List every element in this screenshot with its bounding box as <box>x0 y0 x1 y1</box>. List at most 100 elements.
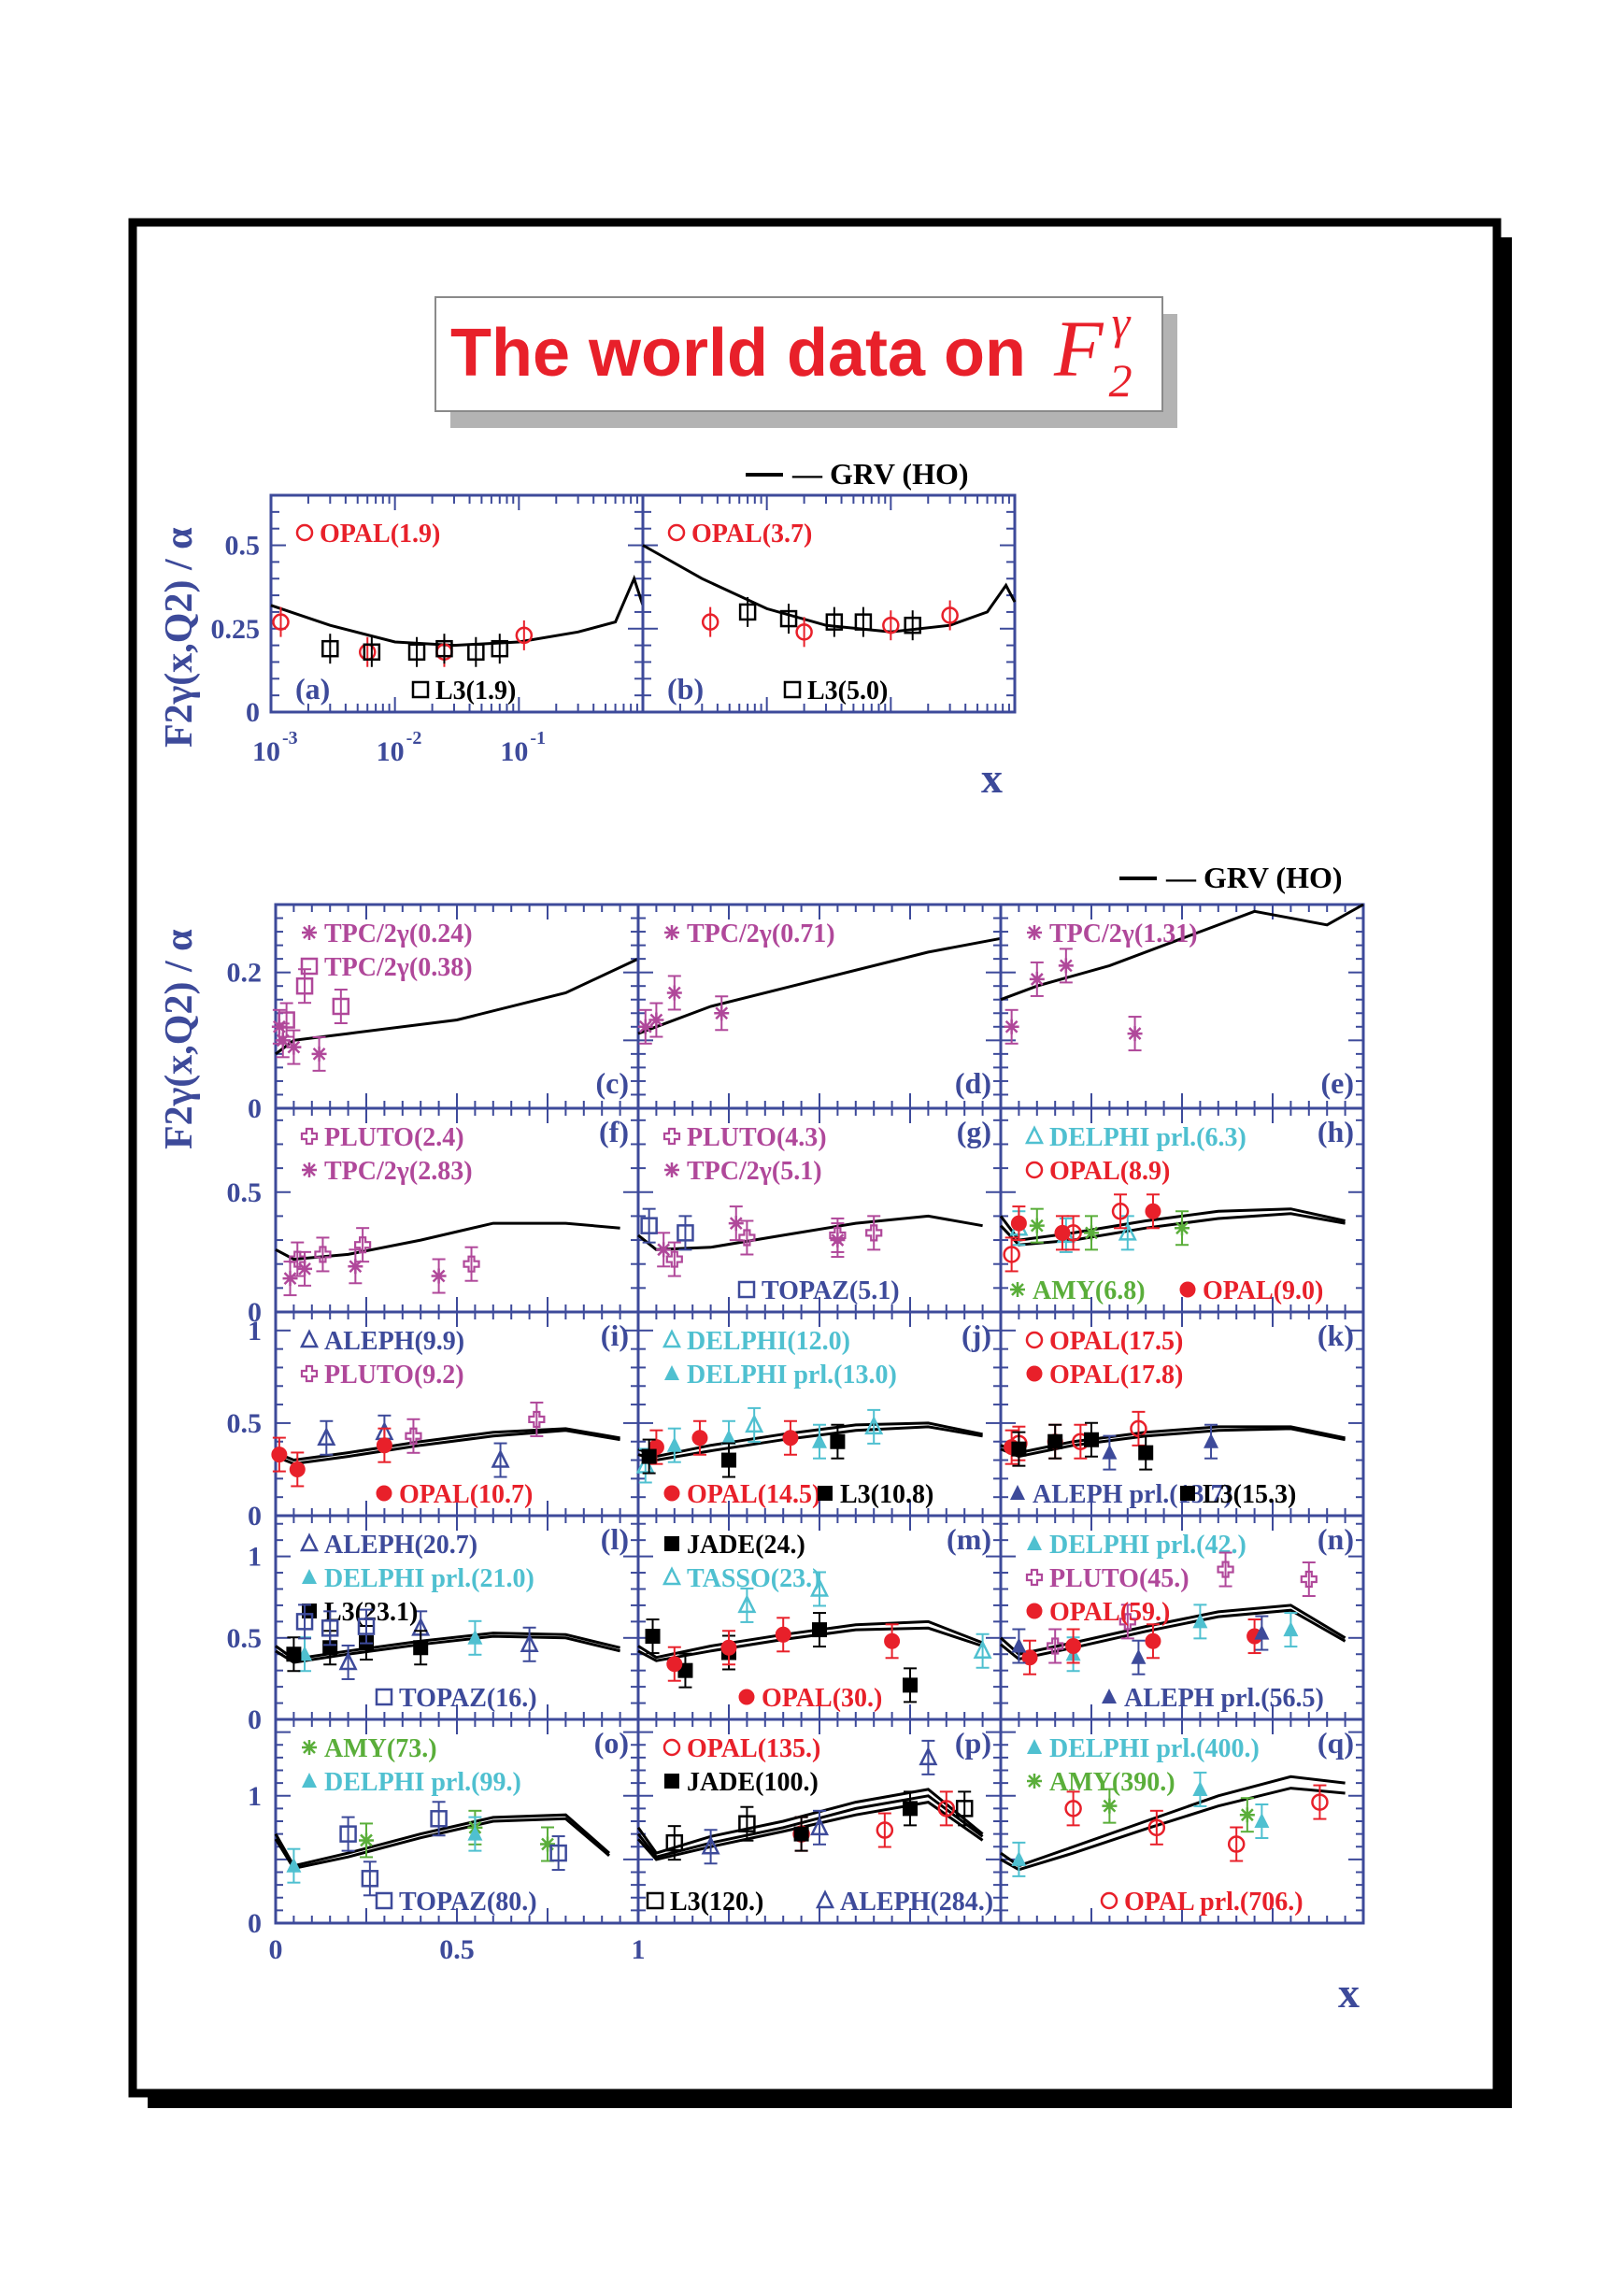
title-banner: The world data on F 2 γ <box>434 296 1177 428</box>
legend-marker <box>818 1486 833 1501</box>
bottom-panel: (i) ALEPH(9.9) PLUTO(9.2) OPAL(10.7) <box>271 1310 640 1518</box>
legend-marker <box>1025 1161 1044 1179</box>
data-point <box>812 1433 827 1448</box>
data-point <box>1047 1433 1063 1449</box>
legend-label: OPAL(3.7) <box>691 520 812 549</box>
bottom-grv-legend: — GRV (HO) <box>1119 861 1343 894</box>
legend-marker <box>664 1536 679 1551</box>
data-point <box>919 1746 938 1766</box>
panel-letter: (d) <box>955 1066 991 1100</box>
legend-label: DELPHI(12.0) <box>687 1327 850 1356</box>
data-point <box>1021 1649 1038 1666</box>
top-panel: (a) OPAL(1.9) L3(1.9) <box>269 493 645 714</box>
y-tick-label: 0.5 <box>227 1408 263 1439</box>
data-point <box>1204 1433 1219 1448</box>
data-point <box>854 613 873 631</box>
data-point <box>721 1429 736 1445</box>
legend-marker <box>1025 1568 1044 1587</box>
data-point <box>467 1825 483 1841</box>
data-point <box>278 1011 295 1029</box>
legend-label: L3(5.0) <box>807 677 888 706</box>
data-point <box>728 1216 744 1232</box>
data-point <box>830 1433 846 1449</box>
legend-label: DELPHI prl.(6.3) <box>1049 1123 1246 1152</box>
data-point <box>339 1825 357 1843</box>
legend-marker <box>299 1329 320 1348</box>
panel-letter: (c) <box>595 1066 629 1100</box>
data-point <box>955 1800 974 1817</box>
legend-marker <box>664 925 679 940</box>
data-point <box>289 1250 306 1268</box>
legend-label: TOPAZ(16.) <box>399 1684 537 1713</box>
legend-marker <box>662 1329 682 1348</box>
data-point <box>1102 1798 1118 1814</box>
data-point <box>737 1594 757 1614</box>
data-point <box>738 603 757 621</box>
legend-marker <box>1024 1125 1045 1145</box>
data-point <box>1118 1613 1136 1631</box>
panel-letter: (a) <box>295 672 330 706</box>
legend-label: TPC/2γ(0.38) <box>324 953 473 982</box>
data-point <box>359 1832 374 1848</box>
legend-marker <box>1180 1486 1195 1501</box>
data-point <box>1239 1807 1255 1823</box>
data-point <box>491 639 509 658</box>
data-point <box>721 1452 736 1468</box>
bottom-panel: (k) OPAL(17.5) OPAL(17.8) ALEPH prl.(13.7)L… <box>999 1310 1365 1518</box>
data-point <box>1138 1445 1154 1461</box>
data-point <box>738 1815 756 1832</box>
legend-label: TPC/2γ(0.24) <box>324 919 473 948</box>
legend-label: AMY(6.8) <box>1033 1276 1146 1305</box>
data-point <box>1130 1419 1147 1438</box>
legend-label: JADE(24.) <box>687 1531 805 1560</box>
data-point <box>515 626 534 645</box>
y-tick-label: 0 <box>248 1704 262 1735</box>
panel-letter: (o) <box>594 1726 629 1760</box>
data-point <box>405 1427 422 1445</box>
legend-label: OPAL prl.(706.) <box>1124 1888 1303 1917</box>
data-point <box>361 1870 379 1888</box>
legend-label: ALEPH prl.(13.7) <box>1033 1480 1232 1509</box>
data-point <box>282 1271 298 1287</box>
data-point <box>1064 1800 1082 1817</box>
data-point <box>656 1242 672 1258</box>
y-axis-label: F2γ(x,Q2) / α <box>158 929 201 1149</box>
data-point <box>666 985 682 1001</box>
grv-curve <box>636 1801 984 1861</box>
grv-legend-label: — GRV (HO) <box>1165 861 1343 894</box>
legend-label: DELPHI prl.(13.0) <box>687 1361 897 1390</box>
panel-letter: (j) <box>962 1319 991 1352</box>
title-superscript: γ <box>1112 296 1132 349</box>
legend-label: TPC/2γ(2.83) <box>324 1157 473 1186</box>
data-point <box>1311 1793 1329 1811</box>
legend-label: PLUTO(2.4) <box>324 1123 464 1152</box>
data-point <box>311 1046 327 1062</box>
data-point <box>809 1817 830 1836</box>
data-point <box>793 1826 809 1842</box>
legend-label: OPAL(135.) <box>687 1734 820 1763</box>
data-point <box>528 1410 546 1429</box>
data-point <box>775 1626 791 1643</box>
data-point <box>812 1622 827 1638</box>
x-tick-label: 0.5 <box>439 1934 475 1965</box>
top-grv-legend: — GRV (HO) <box>746 457 969 491</box>
data-point <box>322 1640 338 1656</box>
data-point <box>865 1224 883 1242</box>
legend-marker <box>664 1162 679 1177</box>
data-point <box>520 1632 539 1653</box>
data-point <box>665 1250 683 1268</box>
legend-label: TPC/2γ(5.1) <box>687 1157 822 1186</box>
data-point <box>549 1844 567 1862</box>
legend-label: OPAL(1.9) <box>320 520 440 549</box>
title-box <box>434 296 1163 412</box>
panel-letter: (f) <box>599 1115 629 1148</box>
data-point <box>973 1639 992 1659</box>
data-point <box>779 609 798 628</box>
legend-label: OPAL(14.5) <box>687 1480 820 1509</box>
legend-label: ALEPH prl.(56.5) <box>1124 1684 1324 1713</box>
legend-marker <box>302 1773 317 1788</box>
legend-marker <box>1026 1365 1043 1382</box>
legend-marker <box>1010 1282 1025 1297</box>
legend-marker <box>662 1566 682 1586</box>
panel-letter: (l) <box>601 1522 629 1556</box>
